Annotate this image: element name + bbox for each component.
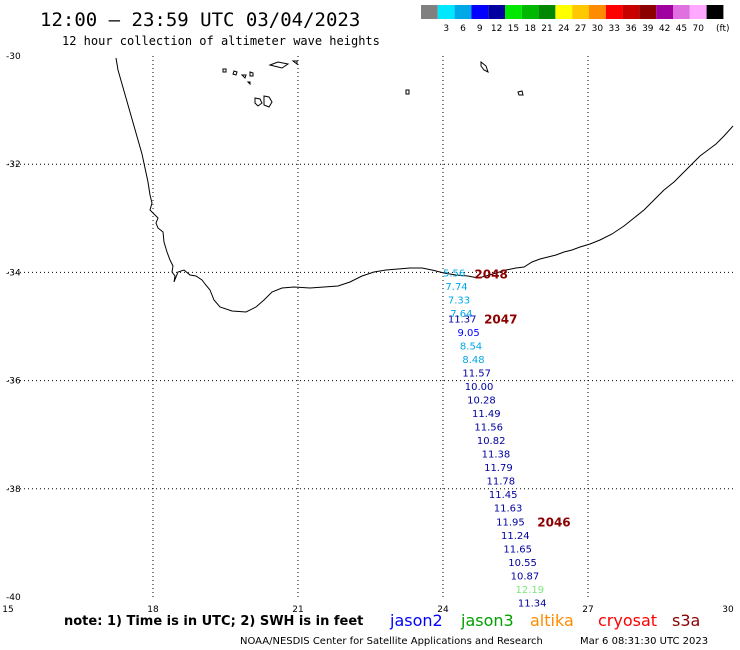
legend-label: 9 xyxy=(477,24,483,34)
wave-height-label: 11.79 xyxy=(484,463,513,474)
legend-label: 27 xyxy=(575,24,586,34)
legend-label: 15 xyxy=(508,24,519,34)
lat-tick-label: -30 xyxy=(6,52,21,62)
map-frame xyxy=(8,56,733,597)
wave-height-label: 11.95 xyxy=(496,517,525,528)
pass-time-label: 2047 xyxy=(484,312,517,326)
legend-label: 21 xyxy=(541,24,552,34)
wave-height-label: 7.74 xyxy=(445,282,467,293)
legend-swatch xyxy=(622,5,640,19)
wave-height-label: 7.64 xyxy=(450,309,472,320)
wave-height-label: 11.34 xyxy=(518,598,547,609)
wave-height-label: 10.82 xyxy=(477,436,506,447)
wave-height-label: 10.28 xyxy=(467,396,496,407)
satellite-name: altika xyxy=(530,611,574,630)
wave-height-label: 11.65 xyxy=(503,544,532,555)
legend-label: 12 xyxy=(491,24,502,34)
satellite-name: cryosat xyxy=(598,611,657,630)
legend-swatch xyxy=(572,5,589,19)
legend-swatch xyxy=(656,5,673,19)
title: 12:00 – 23:59 UTC 03/04/2023 xyxy=(40,9,360,31)
wave-height-label: 7.33 xyxy=(448,295,470,306)
wave-height-label: 9.05 xyxy=(458,328,480,339)
satellite-name: jason2 xyxy=(389,611,443,630)
lon-tick-label: 21 xyxy=(292,605,303,615)
legend-label: 24 xyxy=(558,24,570,34)
coastline-south-africa xyxy=(115,57,734,313)
timestamp: Mar 6 08:31:30 UTC 2023 xyxy=(580,636,708,647)
satellite-name: s3a xyxy=(672,611,700,630)
lon-tick-label: 30 xyxy=(722,605,734,615)
wave-height-label: 11.38 xyxy=(482,450,511,461)
legend-swatch xyxy=(505,5,522,19)
satellite-name: jason3 xyxy=(460,611,514,630)
legend-unit: (ft) xyxy=(716,24,730,34)
legend-label: 18 xyxy=(524,24,536,34)
legend-label: 45 xyxy=(676,24,687,34)
legend-swatch xyxy=(454,5,472,19)
lat-tick-label: -32 xyxy=(6,160,21,170)
wave-height-label: 11.37 xyxy=(448,314,477,325)
legend-label: 3 xyxy=(443,24,449,34)
credit-line: NOAA/NESDIS Center for Satellite Applica… xyxy=(240,636,543,647)
map-grid xyxy=(8,56,733,597)
lon-tick-label: 15 xyxy=(2,605,13,615)
footer-note: note: 1) Time is in UTC; 2) SWH is in fe… xyxy=(64,614,363,629)
longitude-labels: 15 18 21 24 27 30 xyxy=(2,605,734,615)
legend-label: 33 xyxy=(608,24,619,34)
wave-height-label: 11.56 xyxy=(474,423,503,434)
lon-tick-label: 24 xyxy=(437,605,449,615)
color-legend: 3 6 9 12 15 18 21 24 27 30 33 36 39 42 45 70 xyxy=(421,5,724,34)
wave-height-label: 10.00 xyxy=(465,382,494,393)
legend-swatch xyxy=(521,5,539,19)
subtitle: 12 hour collection of altimeter wave hei… xyxy=(62,34,380,48)
wave-height-label: 11.24 xyxy=(501,531,530,542)
legend-swatch xyxy=(421,5,438,19)
wave-height-label: 8.54 xyxy=(460,341,482,352)
legend-swatch xyxy=(689,5,707,19)
wave-height-label: 10.87 xyxy=(511,571,540,582)
legend-label: 39 xyxy=(642,24,654,34)
legend-swatch xyxy=(706,5,724,19)
wave-height-label: 11.63 xyxy=(494,504,523,515)
legend-label: 42 xyxy=(659,24,670,34)
wave-height-label: 11.45 xyxy=(489,490,518,501)
legend-swatch xyxy=(471,5,489,19)
legend-label: 36 xyxy=(625,24,637,34)
latitude-labels: -30 -32 -34 -36 -38 -40 xyxy=(6,52,21,603)
legend-swatch xyxy=(538,5,556,19)
wave-height-label: 8.48 xyxy=(462,355,484,366)
pass-time-label: 2048 xyxy=(474,267,507,281)
lat-tick-label: -34 xyxy=(6,268,21,278)
legend-swatch xyxy=(488,5,505,19)
lon-tick-label: 18 xyxy=(147,605,159,615)
lat-tick-label: -36 xyxy=(6,377,21,387)
pass-time-label: 2046 xyxy=(537,515,570,529)
lat-tick-label: -38 xyxy=(6,485,21,495)
legend-swatch xyxy=(437,5,455,19)
legend-swatch xyxy=(673,5,690,19)
legend-label: 30 xyxy=(592,24,604,34)
legend-swatch xyxy=(639,5,657,19)
satellite-legend: jason2 jason3 altika cryosat s3a xyxy=(389,611,700,630)
legend-swatch xyxy=(589,5,606,19)
wave-height-label: 5.56 xyxy=(443,268,465,279)
islands xyxy=(222,60,524,108)
legend-swatch xyxy=(605,5,623,19)
legend-label: 6 xyxy=(460,24,466,34)
lat-tick-label: -40 xyxy=(6,593,21,603)
wave-height-label: 11.49 xyxy=(472,409,501,420)
legend-label: 70 xyxy=(692,24,704,34)
lon-tick-label: 27 xyxy=(582,605,593,615)
wave-height-label: 11.57 xyxy=(462,368,491,379)
wave-height-label: 10.55 xyxy=(508,558,537,569)
wave-height-label: 11.78 xyxy=(487,477,516,488)
legend-swatch xyxy=(555,5,573,19)
wave-height-label: 12.19 xyxy=(516,585,545,596)
pass-time-labels: 2048 2047 2046 xyxy=(474,267,570,529)
